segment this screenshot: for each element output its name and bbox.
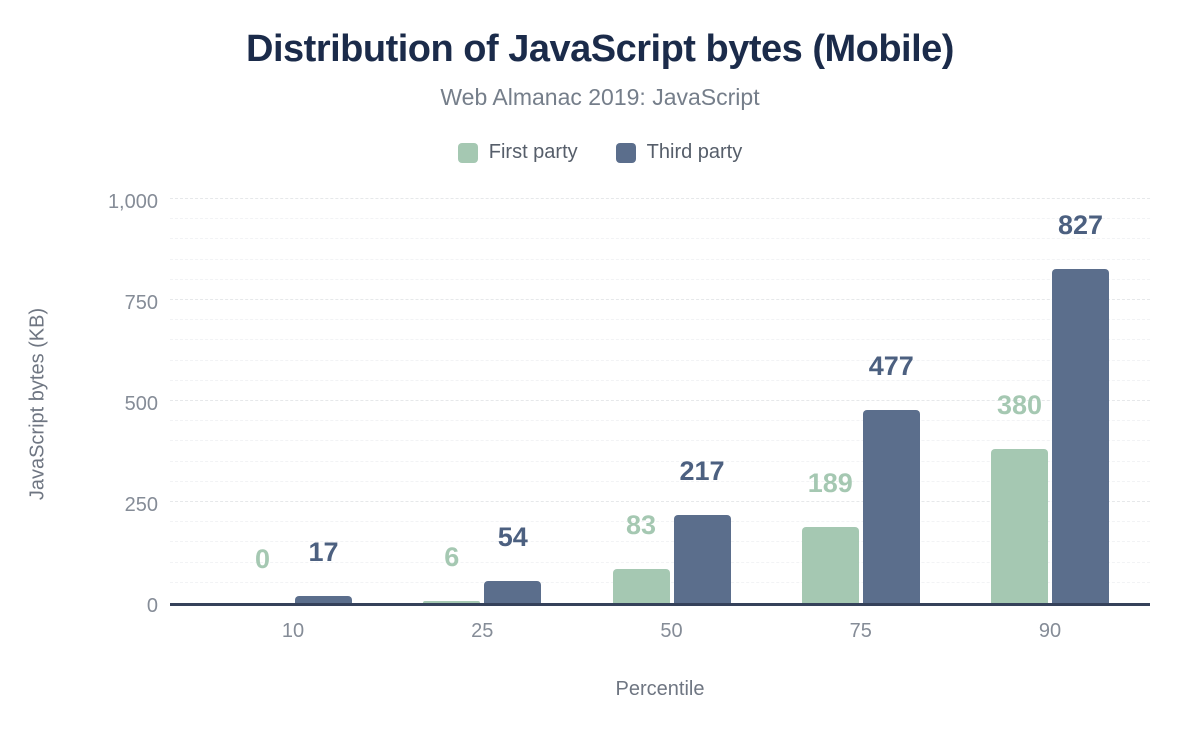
value-label-third-party-p90: 827: [1057, 210, 1104, 240]
minor-gridline-550: [170, 379, 1150, 381]
value-label-first-party-p10: 0: [254, 544, 271, 574]
x-tick-label-75: 75: [849, 620, 872, 642]
minor-gridline-800: [170, 278, 1150, 280]
minor-gridline-700: [170, 319, 1150, 321]
major-gridline-1000: [170, 198, 1150, 199]
bar-first-party-p25: [423, 601, 481, 603]
x-tick-label-50: 50: [660, 620, 683, 642]
first-party-swatch-icon: [457, 142, 478, 163]
bar-first-party-p90: [991, 449, 1048, 603]
minor-gridline-900: [170, 238, 1150, 240]
bar-third-party-p90: [1052, 269, 1109, 603]
minor-gridline-150: [170, 541, 1150, 543]
bar-third-party-p10: [295, 596, 352, 603]
value-label-first-party-p90: 380: [996, 390, 1043, 420]
chart-title: Distribution of JavaScript bytes (Mobile…: [246, 28, 954, 70]
value-label-first-party-p75: 189: [807, 468, 853, 498]
chart-subtitle: Web Almanac 2019: JavaScript: [440, 84, 760, 110]
x-axis-title: Percentile: [615, 678, 705, 700]
legend: First party Third party: [0, 141, 1200, 164]
major-gridline-500: [170, 400, 1150, 401]
value-label-first-party-p50: 83: [625, 510, 657, 540]
minor-gridline-650: [170, 339, 1150, 341]
legend-label-third-party: Third party: [646, 141, 743, 163]
bar-third-party-p75: [862, 410, 920, 603]
y-tick-label-750: 750: [124, 292, 158, 314]
y-tick-label-1000: 1,000: [107, 191, 158, 213]
third-party-swatch-icon: [615, 142, 636, 163]
y-tick-label-500: 500: [124, 393, 158, 415]
legend-item-first-party[interactable]: First party: [457, 141, 578, 164]
minor-gridline-600: [170, 359, 1150, 361]
x-tick-label-10: 10: [281, 620, 305, 642]
major-gridline-250: [170, 501, 1150, 502]
bar-third-party-p50: [673, 515, 731, 603]
y-tick-label-0: 0: [146, 595, 158, 617]
y-tick-label-250: 250: [124, 494, 158, 516]
minor-gridline-100: [170, 561, 1150, 563]
y-axis-title: JavaScript bytes (KB): [26, 307, 49, 501]
minor-gridline-850: [170, 258, 1150, 260]
legend-label-first-party: First party: [488, 141, 578, 163]
bar-third-party-p25: [484, 581, 542, 603]
x-tick-label-25: 25: [471, 620, 494, 642]
value-label-third-party-p10: 17: [308, 537, 339, 567]
legend-item-third-party[interactable]: Third party: [615, 141, 743, 164]
plot-area: 0 17 6 54 83 217 189 477 380 827: [170, 198, 1150, 606]
value-label-third-party-p75: 477: [868, 351, 914, 381]
bar-first-party-p50: [612, 569, 670, 603]
x-tick-label-90: 90: [1038, 620, 1062, 642]
value-label-third-party-p25: 54: [497, 522, 528, 552]
value-label-third-party-p50: 217: [679, 456, 725, 486]
major-gridline-750: [170, 299, 1150, 300]
bar-first-party-p75: [801, 527, 859, 603]
minor-gridline-350: [170, 460, 1150, 462]
minor-gridline-200: [170, 521, 1150, 523]
minor-gridline-450: [170, 420, 1150, 422]
minor-gridline-400: [170, 440, 1150, 442]
minor-gridline-300: [170, 480, 1150, 482]
value-label-first-party-p25: 6: [444, 542, 460, 572]
minor-gridline-950: [170, 218, 1150, 220]
